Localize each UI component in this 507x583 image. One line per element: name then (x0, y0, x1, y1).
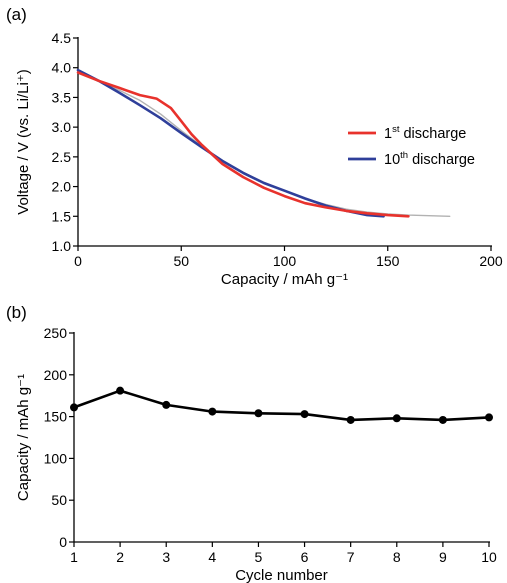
x-axis-label: Cycle number (235, 567, 328, 583)
data-point (300, 410, 309, 419)
panel-label-a: (a) (6, 5, 27, 24)
x-tick-label: 3 (162, 549, 170, 565)
panel-label-b: (b) (6, 303, 27, 322)
x-tick-label: 6 (301, 549, 309, 565)
data-point (485, 413, 493, 422)
data-point (346, 415, 355, 424)
y-tick-label: 3.5 (52, 89, 72, 105)
x-tick-label: 0 (74, 253, 82, 269)
y-tick-label: 2.5 (52, 149, 72, 165)
legend-entry: 10th discharge (384, 150, 475, 168)
y-tick-label: 250 (44, 325, 68, 341)
y-tick-label: 4.0 (52, 60, 72, 76)
x-tick-label: 7 (347, 549, 355, 565)
y-tick-label: 200 (44, 367, 68, 383)
y-tick-label: 1.0 (52, 238, 72, 254)
y-tick-label: 100 (44, 450, 68, 466)
data-point (70, 403, 78, 412)
x-tick-label: 9 (439, 549, 447, 565)
series-line-1st-discharge (76, 71, 410, 218)
y-axis-label: Capacity / mAh g⁻¹ (15, 374, 32, 501)
x-tick-label: 150 (376, 253, 400, 269)
data-point (254, 409, 263, 418)
chart-panel-a: 0 50 100 150 200 1.0 1.5 2.0 2.5 3.0 3.5 4.0 4.5 Capa… (15, 30, 503, 288)
y-tick-label: 150 (44, 409, 68, 425)
data-point (116, 386, 125, 395)
x-tick-label: 2 (116, 549, 124, 565)
x-tick-label: 10 (481, 549, 497, 565)
y-tick-label: 4.5 (52, 30, 72, 46)
legend-entry: 1st discharge (384, 124, 466, 142)
series-line-series-0 (72, 389, 491, 422)
x-tick-label: 4 (208, 549, 216, 565)
data-point (162, 400, 171, 409)
y-tick-label: 2.0 (52, 179, 72, 195)
y-tick-label: 0 (59, 534, 67, 550)
x-tick-label: 1 (70, 549, 78, 565)
x-axis-label: Capacity / mAh g⁻¹ (221, 271, 348, 288)
y-tick-label: 1.5 (52, 208, 72, 224)
data-point (392, 414, 401, 423)
y-tick-label: 50 (51, 492, 67, 508)
data-point (208, 407, 217, 416)
y-tick-label: 3.0 (52, 119, 72, 135)
x-tick-label: 8 (393, 549, 401, 565)
y-axis-label: Voltage / V (vs. Li/Li⁺) (15, 69, 32, 214)
data-point (438, 415, 447, 424)
x-tick-label: 50 (173, 253, 189, 269)
x-tick-label: 5 (255, 549, 263, 565)
x-tick-label: 100 (273, 253, 297, 269)
x-tick-label: 200 (479, 253, 503, 269)
